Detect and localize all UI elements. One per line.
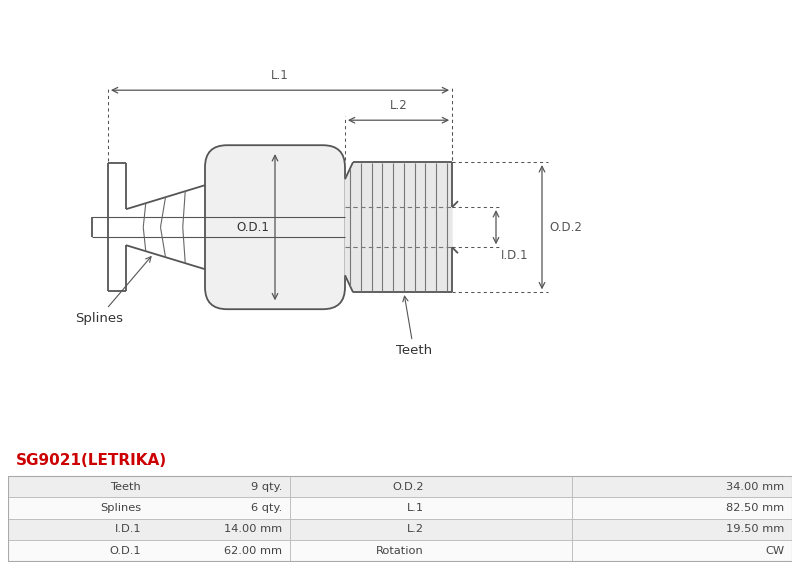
Text: O.D.1: O.D.1 [110, 545, 142, 556]
Text: Splines: Splines [100, 503, 142, 513]
Text: 6 qty.: 6 qty. [251, 503, 282, 513]
Text: Teeth: Teeth [396, 296, 432, 357]
Bar [8, 476, 290, 497]
Bar [573, 497, 792, 519]
Text: 62.00 mm: 62.00 mm [224, 545, 282, 556]
Text: O.D.1: O.D.1 [237, 221, 270, 233]
Text: L.2: L.2 [406, 524, 423, 534]
Bar [8, 476, 792, 561]
Polygon shape [345, 162, 452, 292]
Text: 34.00 mm: 34.00 mm [726, 482, 784, 491]
Bar [573, 540, 792, 561]
Bar [290, 497, 573, 519]
Text: Teeth: Teeth [110, 482, 142, 491]
Text: O.D.2: O.D.2 [549, 221, 582, 233]
Bar [8, 519, 290, 540]
Bar [290, 519, 573, 540]
Text: SG9021(LETRIKA): SG9021(LETRIKA) [16, 453, 167, 467]
Bar [8, 540, 290, 561]
Text: Rotation: Rotation [376, 545, 423, 556]
Text: L.1: L.1 [271, 69, 289, 82]
Text: 9 qty.: 9 qty. [251, 482, 282, 491]
Bar [290, 476, 573, 497]
Text: O.D.2: O.D.2 [392, 482, 423, 491]
FancyBboxPatch shape [205, 145, 345, 309]
Text: 19.50 mm: 19.50 mm [726, 524, 784, 534]
Bar [290, 540, 573, 561]
Bar [573, 476, 792, 497]
Text: 82.50 mm: 82.50 mm [726, 503, 784, 513]
Text: I.D.1: I.D.1 [114, 524, 142, 534]
Text: CW: CW [765, 545, 784, 556]
Text: L.2: L.2 [390, 99, 407, 112]
Bar [573, 519, 792, 540]
Text: 14.00 mm: 14.00 mm [224, 524, 282, 534]
Bar [8, 497, 290, 519]
Text: I.D.1: I.D.1 [501, 249, 529, 262]
Text: Splines: Splines [74, 257, 151, 324]
Text: L.1: L.1 [406, 503, 423, 513]
